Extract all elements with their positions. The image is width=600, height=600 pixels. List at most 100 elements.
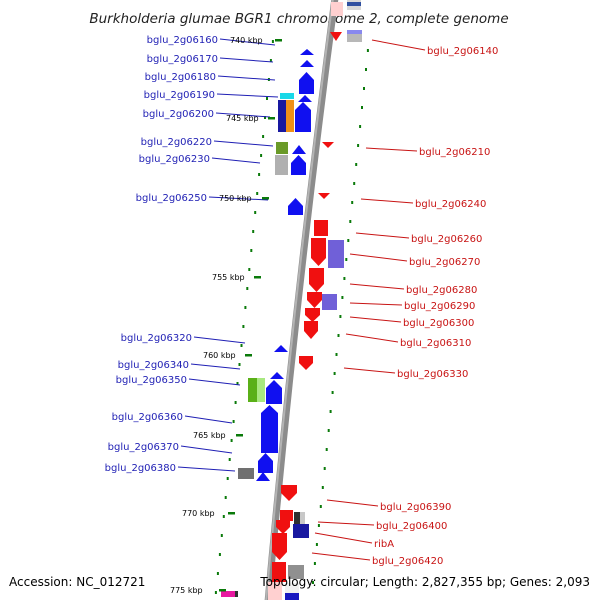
label-leader xyxy=(349,316,402,323)
feature-blue xyxy=(285,593,299,600)
feature-reverse xyxy=(281,485,297,501)
feature-navy xyxy=(347,2,361,6)
label-leader xyxy=(184,415,233,424)
feature-reverse xyxy=(311,238,326,266)
feature-reverse xyxy=(280,510,293,521)
label-leader xyxy=(188,378,241,386)
label-leaders xyxy=(177,38,426,561)
label-leader xyxy=(349,283,405,290)
feature-forward xyxy=(298,95,312,102)
kbp-tick-mark xyxy=(262,197,269,200)
label-leader xyxy=(217,75,276,81)
reverse-gene-label: bglu_2g06330 xyxy=(397,369,468,380)
feature-reverse xyxy=(304,321,318,339)
reverse-gene-label: bglu_2g06240 xyxy=(415,199,486,210)
label-leader xyxy=(208,196,269,201)
reverse-gene-label: bglu_2g06290 xyxy=(404,301,475,312)
feature-forward xyxy=(274,345,288,352)
kbp-tick-mark xyxy=(228,512,235,515)
feature-forward xyxy=(300,49,314,55)
forward-gene-label: bglu_2g06350 xyxy=(116,375,187,386)
kbp-tick-label: 750 kbp xyxy=(219,194,252,203)
label-leader xyxy=(180,445,233,454)
label-leader xyxy=(345,333,399,343)
forward-gene-label: bglu_2g06200 xyxy=(143,109,214,120)
kbp-tick-label: 770 kbp xyxy=(182,509,215,518)
feature-forward xyxy=(295,102,311,132)
feature-olive xyxy=(276,142,288,154)
feature-forward xyxy=(291,155,306,175)
feature-forward xyxy=(299,72,314,94)
feature-grey xyxy=(275,155,288,175)
feature-reverse xyxy=(322,142,334,148)
feature-lightgreen xyxy=(257,378,265,402)
reverse-gene-label: bglu_2g06270 xyxy=(409,257,480,268)
feature-violet xyxy=(328,240,344,268)
kbp-tick-mark xyxy=(219,589,226,592)
label-leader xyxy=(349,302,403,306)
feature-reverse-light xyxy=(331,2,343,16)
feature-reverse xyxy=(272,562,286,582)
label-leader xyxy=(193,336,246,344)
feature-navy xyxy=(278,100,286,132)
feature-navy xyxy=(293,524,309,538)
label-leader xyxy=(215,112,271,118)
label-leader xyxy=(177,466,236,472)
label-leader xyxy=(211,157,261,164)
reverse-gene-label: bglu_2g06390 xyxy=(380,502,451,513)
label-leader xyxy=(190,363,241,370)
label-leader xyxy=(311,552,371,561)
label-leader xyxy=(343,367,396,374)
topology-text: Topology: circular; Length: 2,827,355 bp… xyxy=(259,575,590,589)
reverse-gene-label: bglu_2g06280 xyxy=(406,285,477,296)
feature-forward xyxy=(256,472,270,481)
kbp-tick-mark xyxy=(236,434,243,437)
label-leader xyxy=(355,232,410,239)
reverse-gene-label: bglu_2g06310 xyxy=(400,338,471,349)
feature-grey xyxy=(300,512,305,524)
kbp-tick-label: 740 kbp xyxy=(230,36,263,45)
gene-features xyxy=(221,0,362,600)
reverse-gene-label: bglu_2g06140 xyxy=(427,46,498,57)
label-leader xyxy=(213,140,274,147)
kbp-tick-mark xyxy=(245,354,252,357)
feature-grey xyxy=(288,565,304,579)
kbp-tick-label: 755 kbp xyxy=(212,273,245,282)
forward-gene-label: bglu_2g06220 xyxy=(141,137,212,148)
reverse-gene-label: bglu_2g06300 xyxy=(403,318,474,329)
label-leader xyxy=(326,499,379,507)
feature-reverse xyxy=(314,220,328,236)
feature-reverse xyxy=(330,32,342,41)
feature-reverse xyxy=(307,292,322,308)
forward-gene-label: bglu_2g06320 xyxy=(121,333,192,344)
kbp-tick-mark xyxy=(268,117,275,120)
feature-darkgrey xyxy=(238,468,254,479)
feature-orange xyxy=(286,100,294,132)
tick-dots xyxy=(214,40,369,594)
feature-forward xyxy=(266,380,282,404)
label-leader xyxy=(219,38,276,46)
gene-labels: bglu_2g06160bglu_2g06170bglu_2g06180bglu… xyxy=(105,35,499,567)
label-leader xyxy=(314,532,373,544)
feature-forward xyxy=(270,372,284,379)
forward-gene-label: bglu_2g06180 xyxy=(145,72,216,83)
forward-gene-label: bglu_2g06170 xyxy=(147,54,218,65)
label-leader xyxy=(360,198,414,204)
forward-gene-label: bglu_2g06250 xyxy=(136,193,207,204)
forward-gene-label: bglu_2g06370 xyxy=(108,442,179,453)
feature-forward xyxy=(300,60,314,67)
feature-forward xyxy=(292,145,306,154)
feature-reverse xyxy=(318,193,330,199)
forward-gene-label: bglu_2g06160 xyxy=(147,35,218,46)
feature-cyan xyxy=(280,93,294,99)
accession-text: Accession: NC_012721 xyxy=(9,575,145,589)
feature-green xyxy=(248,378,257,402)
feature-magenta xyxy=(221,591,235,597)
feature-forward xyxy=(288,198,303,215)
forward-gene-label: bglu_2g06190 xyxy=(144,90,215,101)
feature-violet xyxy=(347,30,362,34)
kbp-ticks: 740 kbp 745 kbp 750 kbp 755 kbp 760 kbp 765 k… xyxy=(170,36,282,595)
feature-black xyxy=(294,512,301,524)
feature-black xyxy=(235,591,238,597)
